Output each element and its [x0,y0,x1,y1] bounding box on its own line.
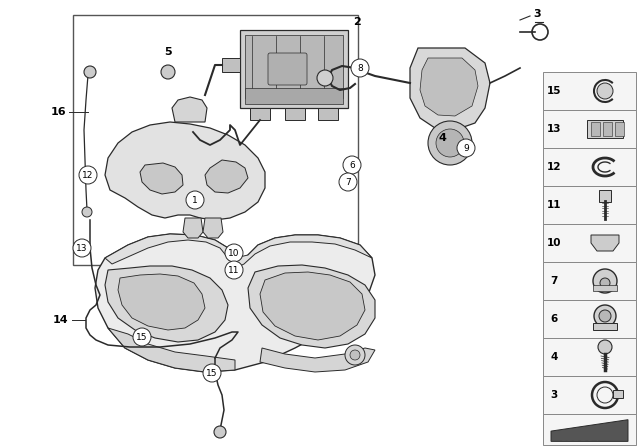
Circle shape [597,83,613,99]
Text: 13: 13 [76,244,88,253]
Bar [587,120,623,138]
FancyBboxPatch shape [268,53,307,85]
Circle shape [600,278,610,288]
Text: 1: 1 [192,195,198,204]
Bar [285,108,305,120]
Text: 8: 8 [357,64,363,73]
Bar [593,285,617,291]
Text: 10: 10 [228,249,240,258]
Polygon shape [140,163,183,194]
Circle shape [225,244,243,262]
Polygon shape [118,274,205,330]
Bar [613,390,623,398]
Bar [222,58,240,72]
Circle shape [345,345,365,365]
Bar [543,300,636,338]
Text: 15: 15 [136,332,148,341]
Circle shape [225,261,243,279]
Polygon shape [95,234,375,372]
Text: 7: 7 [345,177,351,186]
Polygon shape [108,328,235,372]
Polygon shape [260,348,375,372]
Text: 16: 16 [50,107,66,117]
Polygon shape [105,234,372,268]
FancyBboxPatch shape [599,190,611,202]
Circle shape [343,156,361,174]
Circle shape [73,239,91,257]
Circle shape [594,305,616,327]
Polygon shape [205,160,248,193]
Polygon shape [105,122,265,220]
Bar [591,122,600,136]
Polygon shape [420,58,478,116]
Text: 5: 5 [164,47,172,57]
Text: 15: 15 [206,369,218,378]
Circle shape [133,328,151,346]
Circle shape [84,66,96,78]
Polygon shape [591,235,619,251]
Circle shape [599,310,611,322]
Bar [543,224,636,262]
Bar [245,88,343,104]
Bar [543,186,636,224]
Text: 12: 12 [547,162,561,172]
Circle shape [351,59,369,77]
Bar [73,15,358,265]
Text: 4: 4 [550,352,557,362]
Circle shape [457,139,475,157]
Polygon shape [551,420,628,441]
Bar [615,122,624,136]
Bar [240,30,348,108]
Bar [543,110,636,148]
Text: 7: 7 [550,276,557,286]
Circle shape [214,426,226,438]
Bar [250,108,270,120]
Circle shape [317,70,333,86]
Circle shape [161,65,175,79]
Bar [543,72,636,110]
Text: 11: 11 [547,200,561,210]
Polygon shape [105,266,228,342]
Text: 333164: 333164 [560,433,600,443]
Circle shape [350,350,360,360]
Bar [318,108,338,120]
Text: 9: 9 [463,143,469,152]
Text: 3: 3 [550,390,557,400]
Bar [593,323,617,330]
Text: 2: 2 [353,17,361,27]
Bar [543,376,636,414]
Text: 13: 13 [547,124,561,134]
Polygon shape [260,272,365,340]
Circle shape [203,364,221,382]
Bar [543,262,636,300]
Text: 6: 6 [349,160,355,169]
Circle shape [428,121,472,165]
Text: 6: 6 [550,314,557,324]
Circle shape [593,269,617,293]
Circle shape [436,129,464,157]
Circle shape [82,169,94,181]
Text: 11: 11 [228,266,240,275]
Bar [543,148,636,186]
Polygon shape [248,265,375,348]
Circle shape [598,340,612,354]
Circle shape [82,207,92,217]
Polygon shape [410,48,490,130]
Text: 3: 3 [533,9,541,19]
Text: 12: 12 [83,171,93,180]
Polygon shape [203,218,223,238]
Text: 10: 10 [547,238,561,248]
Bar [603,122,612,136]
Text: 4: 4 [438,133,446,143]
Circle shape [339,173,357,191]
Circle shape [79,166,97,184]
Bar [543,338,636,376]
Text: 14: 14 [52,315,68,325]
Text: 15: 15 [547,86,561,96]
Polygon shape [183,218,203,238]
Circle shape [186,191,204,209]
Polygon shape [172,97,207,122]
Bar [245,35,343,98]
Bar [543,414,636,445]
